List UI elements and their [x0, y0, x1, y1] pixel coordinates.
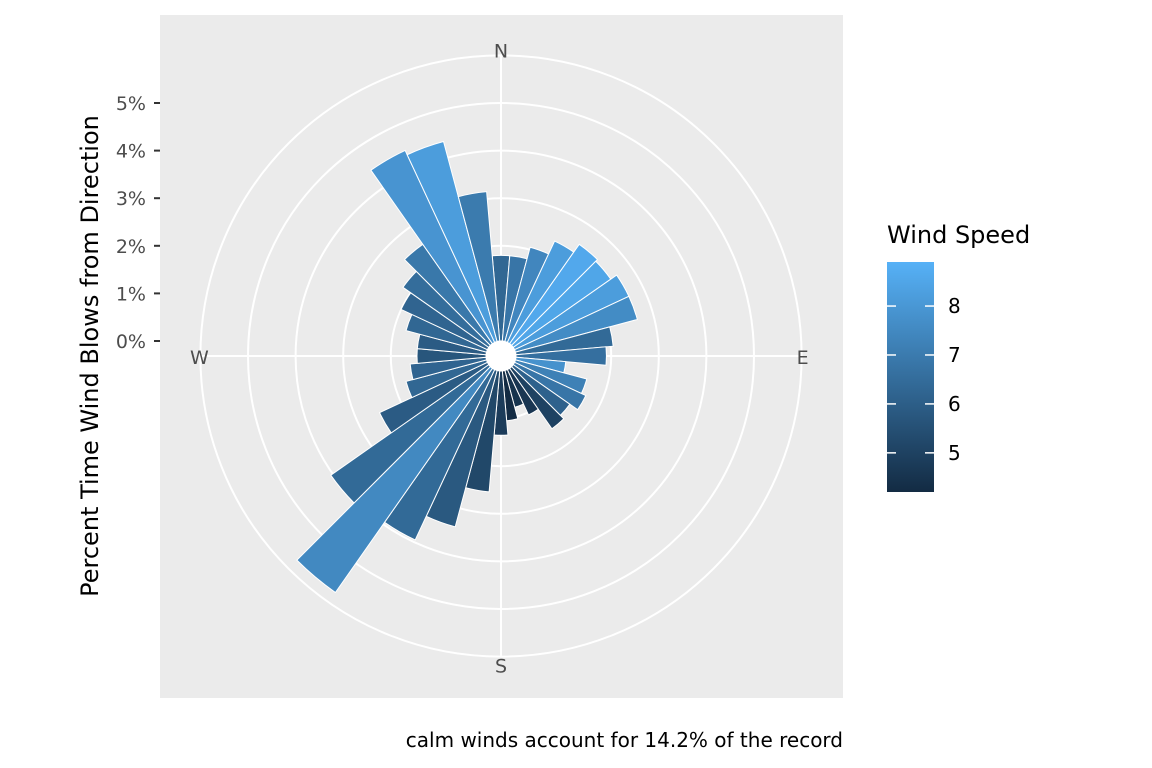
legend-tick-label: 6 — [948, 392, 961, 416]
y-tick-label: 0% — [116, 331, 146, 353]
legend-tick-label: 8 — [948, 294, 961, 318]
y-axis-title: Percent Time Wind Blows from Direction — [76, 115, 104, 597]
legend-tick-label: 5 — [948, 441, 961, 465]
compass-label-e: E — [797, 347, 809, 369]
y-tick-label: 3% — [116, 188, 146, 210]
compass-labels: N E S W — [190, 40, 809, 677]
legend-colorbar — [887, 262, 934, 492]
y-tick-label: 4% — [116, 141, 146, 163]
y-axis: 0% 1% 2% 3% 4% 5% — [116, 93, 160, 353]
legend: Wind Speed 5 6 7 8 — [887, 221, 1030, 492]
chart-caption: calm winds account for 14.2% of the reco… — [406, 728, 843, 752]
legend-tick-label: 7 — [948, 343, 961, 367]
y-tick-label: 5% — [116, 93, 146, 115]
y-tick-label: 2% — [116, 236, 146, 258]
compass-label-n: N — [494, 40, 508, 62]
wind-bars — [296, 140, 638, 594]
y-tick-label: 1% — [116, 283, 146, 305]
compass-label-s: S — [495, 656, 507, 678]
compass-label-w: W — [190, 347, 209, 369]
legend-title: Wind Speed — [887, 221, 1030, 249]
center-hole — [486, 341, 516, 371]
